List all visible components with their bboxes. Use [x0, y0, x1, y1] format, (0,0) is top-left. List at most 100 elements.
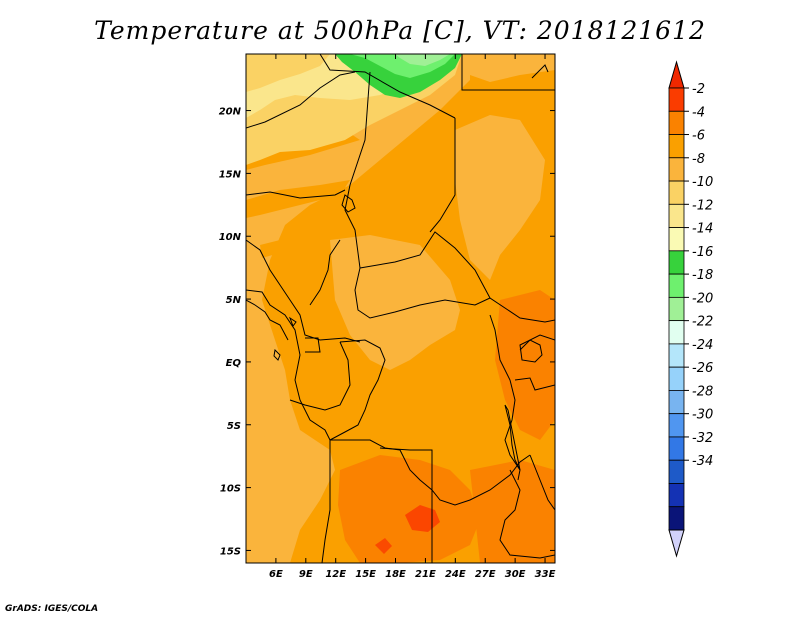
border-line-19	[519, 334, 555, 351]
border-line-7	[359, 231, 555, 323]
field-band-minus4-south	[338, 455, 480, 563]
border-line-13	[289, 341, 351, 411]
colorbar-label: -30	[692, 408, 713, 423]
colorbar-label: -8	[692, 152, 705, 167]
lake-chad	[341, 194, 356, 213]
colorbar-label: -20	[692, 291, 713, 306]
field-band-minus18	[395, 54, 450, 66]
lon-tick-label: 12E	[325, 569, 346, 580]
border-line-20	[514, 377, 555, 391]
colorbar-label: -22	[692, 315, 713, 330]
colorbar-swatch	[668, 506, 685, 531]
lon-tick-label: 24E	[445, 569, 466, 580]
island-2	[288, 316, 297, 328]
field-ne-warm	[462, 54, 555, 82]
colorbar-swatch	[668, 110, 685, 135]
colorbar-swatch	[668, 87, 685, 112]
colorbar-label: -26	[692, 361, 713, 376]
colorbar-label: -34	[692, 454, 713, 469]
colorbar-swatch	[668, 296, 685, 322]
field-band-minus8-east	[455, 115, 545, 280]
field-band-minus2-2	[375, 538, 392, 554]
lon-tick-label: 9E	[299, 569, 313, 580]
temperature-field	[246, 54, 555, 563]
coastline-west	[246, 299, 289, 341]
colorbar-swatch	[668, 413, 685, 438]
colorbar-swatch	[668, 459, 685, 484]
colorbar-swatch	[668, 320, 685, 345]
border-line-3	[429, 118, 456, 233]
lat-tick-label: 5S	[227, 421, 241, 432]
border-line-22	[499, 469, 555, 559]
lon-tick-label: 27E	[475, 569, 496, 580]
colorbar-swatch	[668, 390, 685, 415]
colorbar-swatch	[668, 483, 685, 508]
lon-tick-label: 30E	[505, 569, 526, 580]
colorbar-min-arrow	[668, 529, 685, 558]
colorbar-swatch	[668, 157, 685, 182]
colorbar-label: -24	[692, 338, 713, 353]
border-line-21	[529, 454, 555, 511]
colorbar-swatch	[668, 134, 685, 159]
lat-axis: 20N 15N 10N 5N EQ 5S 10S 15S	[219, 107, 555, 557]
field-band-minus4-se	[470, 460, 555, 563]
colorbar-max-arrow	[668, 60, 685, 89]
field-band-minus8-south	[246, 430, 335, 563]
colorbar-label: -14	[692, 222, 713, 237]
border-line-1	[319, 54, 456, 119]
border-line-18	[489, 314, 521, 481]
lat-tick-label: EQ	[226, 358, 242, 369]
border-line-8	[246, 239, 361, 343]
credit-text: GrADS: IGES/COLA	[5, 604, 99, 614]
lon-tick-label: 15E	[355, 569, 376, 580]
colorbar-swatch	[668, 343, 685, 368]
border-line-12	[329, 339, 386, 441]
lon-axis: 6E 9E 12E 15E 18E 21E 24E 27E 30E 33E	[269, 54, 556, 580]
colorbar: -2 -4 -6 -8 -10 -12 -14 -16 -18 -20 -22 -24 -26 -28 -3…	[668, 60, 713, 558]
field-band-minus8-central	[330, 235, 460, 370]
field-band-minus4-east	[495, 290, 555, 440]
lat-tick-label: 15S	[220, 546, 241, 557]
lake-tanganyika	[504, 404, 521, 471]
border-line-16	[379, 447, 433, 490]
lake-victoria	[519, 339, 543, 363]
plot-frame	[245, 53, 556, 564]
border-line-6	[246, 189, 346, 199]
border-line-4	[461, 54, 555, 91]
lat-tick-label: 20N	[219, 107, 242, 118]
field-band-minus8	[246, 54, 470, 563]
border-line-10	[309, 239, 341, 306]
colorbar-swatch	[668, 227, 685, 252]
border-line-11	[305, 337, 321, 353]
colorbar-swatch	[668, 366, 685, 391]
colorbar-label: -32	[692, 431, 713, 446]
colorbar-label: -2	[692, 82, 705, 97]
country-borders	[246, 54, 555, 563]
field-streak-1	[246, 180, 350, 218]
colorbar-label: -12	[692, 198, 713, 213]
field-band-minus2-1	[405, 505, 440, 532]
lon-tick-label: 21E	[415, 569, 436, 580]
lat-tick-label: 5N	[226, 295, 242, 306]
lat-tick-label: 10S	[220, 484, 241, 495]
lon-tick-label: 18E	[385, 569, 406, 580]
border-line-9	[354, 267, 491, 319]
colorbar-swatch	[668, 203, 685, 228]
border-line-14	[246, 289, 531, 506]
border-line-5	[344, 71, 371, 269]
field-band-minus10-inner	[246, 54, 330, 92]
island-1	[273, 348, 281, 361]
colorbar-swatch	[668, 250, 685, 275]
border-line-15	[321, 440, 331, 563]
chart-title: Temperature at 500hPa [C], VT: 201812161…	[94, 16, 706, 45]
lon-tick-label: 6E	[269, 569, 283, 580]
colorbar-label: -28	[692, 384, 713, 399]
field-streak-2	[260, 225, 340, 258]
colorbar-label: -6	[692, 129, 705, 144]
colorbar-swatch	[668, 436, 685, 461]
border-line-2	[246, 71, 356, 129]
lat-tick-label: 15N	[219, 169, 242, 180]
colorbar-label: -18	[692, 268, 713, 283]
colorbar-label: -16	[692, 245, 713, 260]
